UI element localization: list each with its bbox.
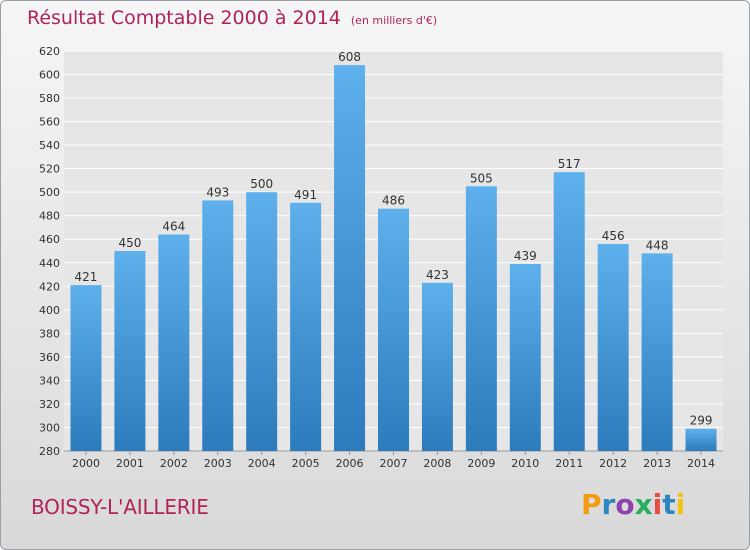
y-tick-label: 380 bbox=[39, 327, 60, 340]
x-tick-label: 2000 bbox=[72, 457, 100, 470]
y-tick-label: 280 bbox=[39, 445, 60, 458]
x-tick-label: 2008 bbox=[423, 457, 451, 470]
y-tick-label: 600 bbox=[39, 69, 60, 82]
x-tick-label: 2013 bbox=[643, 457, 671, 470]
x-tick-label: 2007 bbox=[380, 457, 408, 470]
data-label: 493 bbox=[206, 185, 229, 199]
bar bbox=[421, 282, 453, 451]
x-tick-label: 2010 bbox=[511, 457, 539, 470]
y-tick-label: 620 bbox=[39, 45, 60, 58]
data-label: 456 bbox=[602, 229, 625, 243]
y-tick-label: 460 bbox=[39, 233, 60, 246]
logo-letter: r bbox=[601, 488, 616, 521]
y-tick-label: 500 bbox=[39, 186, 60, 199]
data-label: 486 bbox=[382, 194, 405, 208]
x-tick-label: 2001 bbox=[116, 457, 144, 470]
bar bbox=[334, 65, 366, 451]
x-tick-label: 2003 bbox=[204, 457, 232, 470]
data-label: 448 bbox=[646, 238, 669, 252]
data-label: 464 bbox=[162, 220, 185, 234]
data-label: 517 bbox=[558, 157, 581, 171]
bar bbox=[378, 208, 409, 451]
x-tick-label: 2011 bbox=[555, 457, 583, 470]
x-tick-label: 2005 bbox=[292, 457, 320, 470]
data-label: 299 bbox=[690, 414, 713, 428]
y-tick-label: 420 bbox=[39, 280, 60, 293]
data-label: 421 bbox=[75, 270, 98, 284]
x-tick-label: 2002 bbox=[160, 457, 188, 470]
y-tick-label: 340 bbox=[39, 374, 60, 387]
bar bbox=[202, 200, 234, 451]
x-tick-label: 2006 bbox=[336, 457, 364, 470]
y-tick-label: 400 bbox=[39, 304, 60, 317]
title-row: Résultat Comptable 2000 à 2014 (en millie… bbox=[27, 7, 437, 29]
bar bbox=[70, 285, 102, 451]
logo-letter: t bbox=[662, 488, 676, 521]
data-label: 491 bbox=[294, 188, 317, 202]
data-label: 608 bbox=[338, 50, 361, 64]
bar bbox=[553, 172, 585, 452]
logo-letter: i bbox=[652, 488, 663, 521]
bar bbox=[597, 243, 629, 451]
logo-letter: P bbox=[581, 488, 602, 521]
proxiti-logo: Proxiti bbox=[581, 488, 685, 521]
chart-subtitle: (en milliers d'€) bbox=[350, 14, 438, 27]
y-tick-label: 580 bbox=[39, 92, 60, 105]
commune-name: BOISSY-L'AILLERIE bbox=[31, 495, 209, 519]
y-tick-label: 480 bbox=[39, 210, 60, 223]
data-label: 450 bbox=[118, 236, 141, 250]
data-label: 439 bbox=[514, 249, 537, 263]
bar bbox=[290, 202, 322, 451]
y-tick-label: 300 bbox=[39, 421, 60, 434]
x-tick-label: 2014 bbox=[687, 457, 715, 470]
bar bbox=[246, 192, 278, 452]
data-label: 423 bbox=[426, 268, 449, 282]
y-tick-label: 320 bbox=[39, 398, 60, 411]
data-label: 500 bbox=[250, 177, 273, 191]
chart-title: Résultat Comptable 2000 à 2014 bbox=[27, 7, 341, 29]
y-tick-label: 540 bbox=[39, 139, 60, 152]
x-tick-label: 2009 bbox=[467, 457, 495, 470]
y-tick-label: 440 bbox=[39, 257, 60, 270]
bar bbox=[509, 263, 541, 451]
bar bbox=[114, 251, 146, 451]
bar bbox=[465, 186, 497, 451]
x-tick-label: 2004 bbox=[248, 457, 276, 470]
y-tick-label: 360 bbox=[39, 351, 60, 364]
bar bbox=[685, 428, 717, 451]
x-tick-label: 2012 bbox=[599, 457, 627, 470]
y-tick-label: 560 bbox=[39, 116, 60, 129]
y-tick-label: 520 bbox=[39, 163, 60, 176]
bar bbox=[641, 253, 673, 451]
logo-letter: x bbox=[634, 488, 653, 521]
logo-letter: i bbox=[675, 488, 686, 521]
bar bbox=[158, 234, 190, 451]
logo-letter: o bbox=[615, 488, 635, 521]
data-label: 505 bbox=[470, 171, 493, 185]
